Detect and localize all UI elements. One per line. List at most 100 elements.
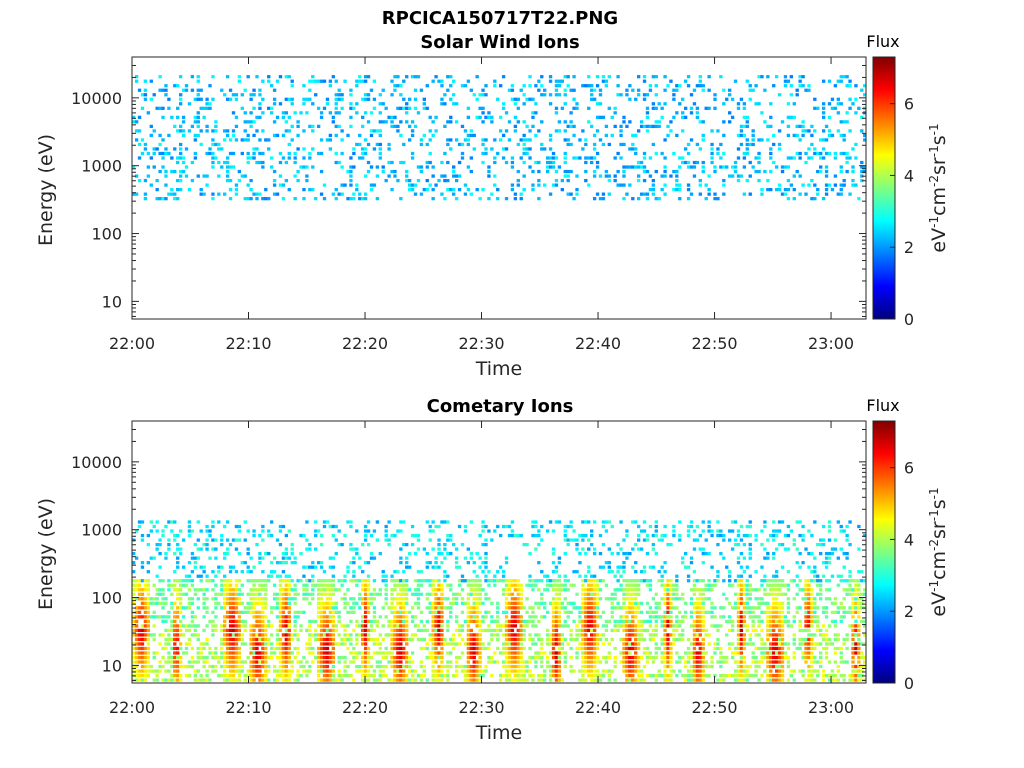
spectrogram-cell (540, 615, 544, 619)
spectrogram-cell (431, 646, 435, 651)
spectrogram-cell (748, 97, 752, 101)
spectrogram-cell (557, 678, 562, 682)
spectrogram-cell (375, 197, 380, 201)
spectrogram-cell (466, 142, 471, 147)
spectrogram-cell (454, 655, 459, 660)
spectrogram-cell (261, 97, 265, 101)
y-tick-label: 100 (91, 225, 122, 244)
spectrogram-cell (225, 579, 230, 583)
spectrogram-cell (325, 520, 330, 524)
spectrogram-cell (302, 533, 306, 538)
spectrogram-cell (316, 151, 321, 156)
spectrogram-cell (319, 637, 324, 642)
spectrogram-cell (308, 619, 312, 624)
spectrogram-cell (173, 660, 177, 664)
spectrogram-cell (481, 561, 485, 565)
spectrogram-cell (225, 646, 230, 651)
spectrogram-cell (211, 669, 215, 673)
spectrogram-cell (595, 606, 600, 610)
spectrogram-cell (196, 655, 200, 660)
spectrogram-cell (181, 615, 186, 619)
colorbar-label: eV-1cm-2sr-1s-1 (927, 123, 950, 252)
spectrogram-cell (631, 673, 635, 678)
spectrogram-cell (361, 669, 365, 673)
spectrogram-cell (249, 178, 253, 183)
spectrogram-cell (645, 583, 650, 587)
spectrogram-cell (252, 615, 256, 619)
spectrogram-cell (225, 133, 230, 138)
spectrogram-cell (328, 556, 333, 560)
spectrogram-cell (340, 129, 344, 133)
spectrogram-cell (449, 642, 453, 646)
spectrogram-cell (551, 570, 556, 574)
spectrogram-cell (369, 664, 374, 669)
spectrogram-cell (161, 533, 165, 538)
spectrogram-cell (220, 673, 224, 678)
spectrogram-cell (134, 646, 139, 651)
spectrogram-cell (669, 615, 673, 619)
spectrogram-cell (181, 579, 186, 583)
spectrogram-cell (176, 669, 180, 673)
spectrogram-cell (164, 556, 168, 560)
spectrogram-cell (490, 601, 494, 605)
spectrogram-cell (516, 597, 520, 601)
spectrogram-cell (237, 655, 242, 660)
spectrogram-cell (155, 574, 159, 578)
spectrogram-cell (531, 169, 535, 174)
spectrogram-cell (193, 592, 197, 596)
spectrogram-cell (636, 678, 641, 682)
spectrogram-cell (510, 660, 515, 664)
spectrogram-cell (278, 651, 283, 655)
spectrogram-cell (269, 111, 274, 115)
spectrogram-cell (634, 628, 638, 633)
spectrogram-cell (384, 592, 388, 596)
spectrogram-cell (842, 138, 846, 142)
spectrogram-cell (137, 655, 142, 660)
spectrogram-cell (557, 619, 562, 624)
spectrogram-cell (319, 624, 324, 628)
spectrogram-cell (780, 169, 785, 174)
spectrogram-cell (507, 646, 512, 651)
spectrogram-cell (548, 633, 553, 637)
spectrogram-cell (572, 669, 576, 673)
spectrogram-cell (275, 601, 280, 605)
spectrogram-cell (452, 192, 456, 196)
spectrogram-cell (545, 655, 550, 660)
spectrogram-cell (225, 588, 230, 592)
spectrogram-cell (275, 133, 280, 138)
spectrogram-cell (278, 619, 283, 624)
spectrogram-cell (249, 197, 253, 201)
spectrogram-cell (178, 151, 183, 156)
spectrogram-cell (616, 84, 620, 88)
spectrogram-cell (675, 111, 679, 115)
spectrogram-cell (472, 610, 476, 614)
spectrogram-cell (308, 628, 312, 633)
spectrogram-cell (146, 642, 151, 646)
spectrogram-cell (399, 84, 403, 88)
spectrogram-cell (636, 606, 641, 610)
spectrogram-cell (504, 678, 509, 682)
spectrogram-cell (399, 673, 403, 678)
spectrogram-cell (622, 174, 626, 178)
spectrogram-cell (184, 592, 189, 596)
spectrogram-cell (143, 142, 148, 147)
spectrogram-cell (590, 84, 594, 88)
spectrogram-cell (173, 533, 177, 538)
spectrogram-cell (240, 151, 244, 156)
spectrogram-cell (590, 529, 594, 533)
spectrogram-cell (525, 610, 529, 614)
spectrogram-cell (636, 660, 641, 664)
spectrogram-cell (613, 111, 617, 115)
spectrogram-cell (173, 197, 177, 201)
spectrogram-cell (249, 579, 253, 583)
spectrogram-cell (437, 79, 441, 83)
spectrogram-cell (625, 597, 629, 601)
spectrogram-cell (287, 583, 291, 587)
spectrogram-cell (193, 633, 197, 637)
spectrogram-cell (525, 664, 529, 669)
spectrogram-cell (622, 637, 626, 642)
spectrogram-cell (193, 151, 197, 156)
spectrogram-cell (258, 660, 262, 664)
spectrogram-cell (572, 529, 576, 533)
spectrogram-cell (146, 165, 151, 169)
